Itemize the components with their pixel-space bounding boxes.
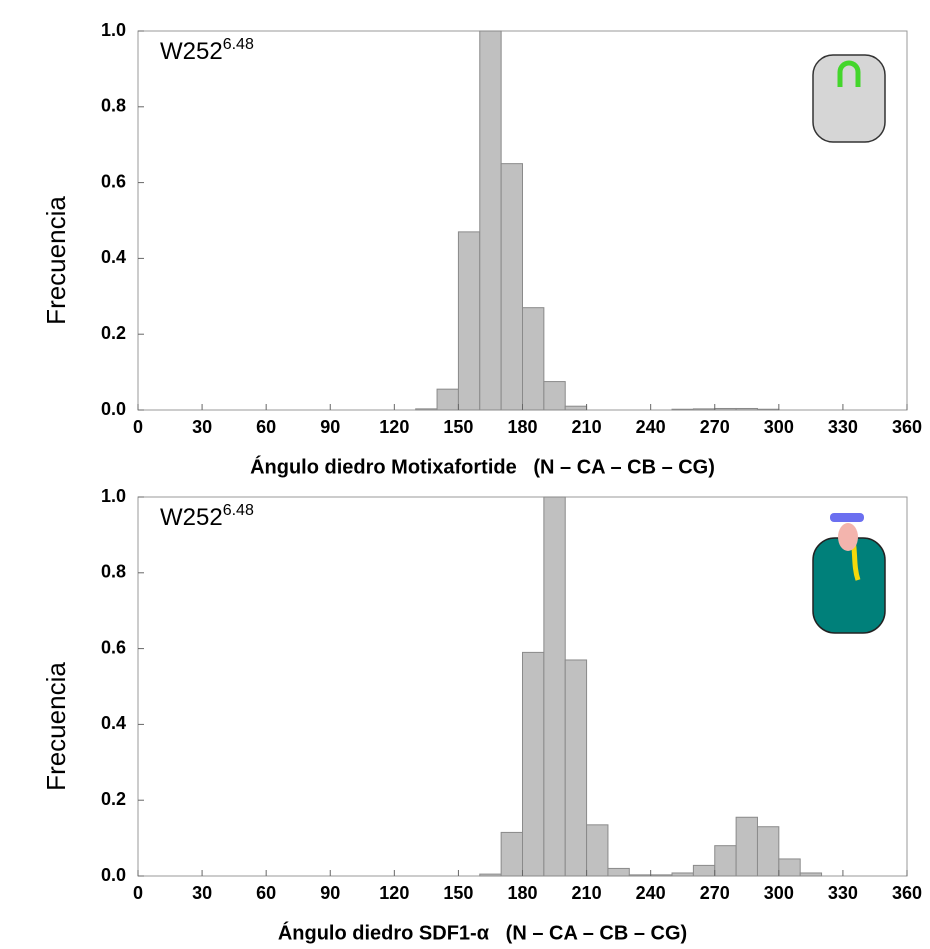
bar [671,872,694,877]
bar [799,872,823,877]
y-tick-label: 0.6 [101,637,126,657]
bar [671,408,694,411]
x-tick-label: 240 [636,883,666,903]
bar [692,864,716,877]
y-tick-label: 0.0 [101,399,126,419]
bar [500,163,523,411]
x-tick-label: 210 [572,883,602,903]
y-tick-label: 0.8 [101,96,126,116]
bar [692,408,716,411]
y-tick-label: 0.4 [101,247,126,267]
bar [714,845,737,877]
bar [756,408,780,411]
x-axis-label: Ángulo diedro Motixafortide (N – CA – CB… [250,455,715,478]
icon-sdf1 [812,513,886,634]
x-tick-label: 30 [192,883,212,903]
icon-motixafortide [812,54,886,143]
y-tick-label: 0.2 [101,323,126,343]
x-tick-label: 270 [700,417,730,437]
bar [457,231,481,411]
bar [543,381,566,411]
y-tick-label: 0.6 [101,171,126,191]
y-tick-label: 0.2 [101,789,126,809]
x-tick-label: 120 [379,883,409,903]
x-tick-label: 360 [892,417,922,437]
y-axis-label: Frecuencia [41,662,71,791]
bar [778,858,801,877]
bar [479,30,502,411]
x-tick-label: 60 [256,417,276,437]
bar [586,824,609,877]
y-tick-label: 1.0 [101,20,126,40]
chart-panel: 0 30 60 90 120 150 180 210 240 270 300 330 360 0.0 0.2… [41,486,922,945]
x-tick-label: 90 [320,417,340,437]
panel-label-superscript: 6.48 [223,36,254,53]
x-tick-label: 60 [256,883,276,903]
bar [564,659,588,877]
x-tick-label: 300 [764,883,794,903]
x-tick-label: 150 [443,417,473,437]
x-axis-label: Ángulo diedro SDF1-α (N – CA – CB – CG) [278,921,687,944]
panel-label-superscript: 6.48 [223,502,254,519]
bar [650,874,673,877]
bar [564,405,588,411]
panel-label-text: W252 [160,504,223,531]
y-tick-label: 1.0 [101,486,126,506]
x-tick-label: 150 [443,883,473,903]
y-axis-label: Frecuencia [41,196,71,325]
y-tick-label: 0.4 [101,713,126,733]
bar [735,407,758,411]
x-tick-label: 270 [700,883,730,903]
x-tick-label: 90 [320,883,340,903]
x-tick-label: 240 [636,417,666,437]
x-tick-label: 360 [892,883,922,903]
x-tick-label: 0 [133,883,143,903]
x-tick-label: 30 [192,417,212,437]
x-tick-label: 330 [828,883,858,903]
bar [522,651,545,877]
bar [500,831,523,877]
chart-panel: 0 30 60 90 120 150 180 210 240 270 300 330 360 0.0 0.2… [41,20,922,479]
bar [714,407,737,411]
x-tick-label: 0 [133,417,143,437]
panel-label: W2526.48 [160,502,254,531]
bar [735,816,758,877]
bar [607,867,630,877]
bar [756,826,780,877]
x-tick-label: 180 [507,417,537,437]
y-tick-label: 0.8 [101,562,126,582]
y-tick-label: 0.0 [101,865,126,885]
x-tick-label: 180 [507,883,537,903]
panel-label: W2526.48 [160,36,254,65]
panel-label-text: W252 [160,38,223,65]
bar [543,496,566,877]
bar [628,874,652,877]
x-tick-label: 300 [764,417,794,437]
x-tick-label: 120 [379,417,409,437]
bar [415,408,438,411]
bar [522,307,545,411]
x-tick-label: 210 [572,417,602,437]
x-tick-label: 330 [828,417,858,437]
bar [479,873,502,877]
bar [436,388,459,411]
